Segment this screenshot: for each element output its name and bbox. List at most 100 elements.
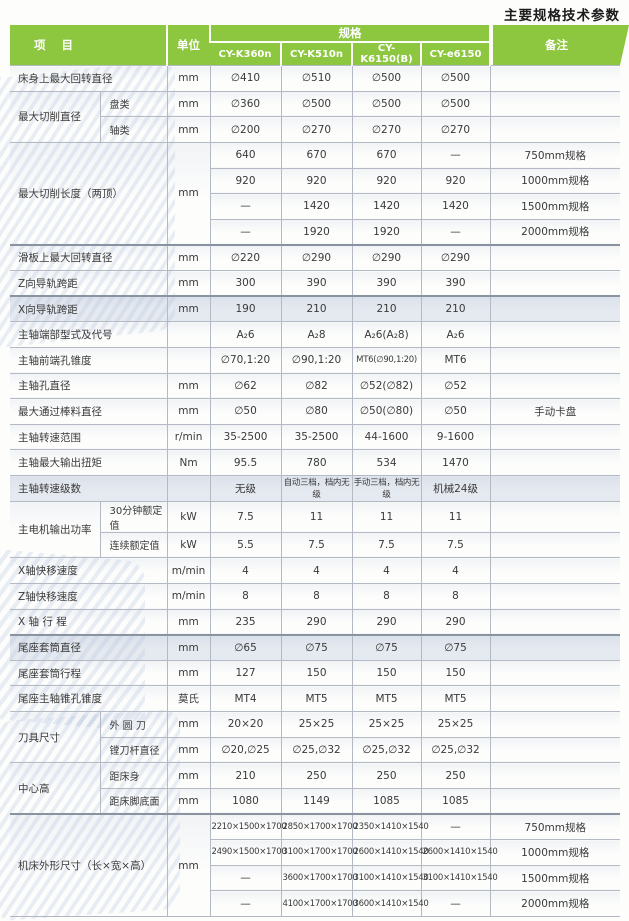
table-row: X轴快移速度 m/min 4 4 4 4 [10, 557, 621, 584]
value-cell: — [209, 193, 282, 220]
value-cell: 4 [351, 557, 422, 584]
value-cell: 2850×1700×1700 [280, 813, 358, 840]
remark-cell: 2000mm规格 [489, 218, 621, 245]
row-label-cell: 中心高 [10, 762, 100, 814]
unit-cell: mm [166, 90, 211, 117]
value-cell: 4 [209, 557, 282, 584]
value-cell: A₂6(A₂8) [351, 321, 422, 348]
row-label-cell: 主轴端部型式及代号 [10, 321, 168, 348]
value-cell: 1085 [351, 787, 422, 814]
value-cell: 920 [351, 167, 422, 194]
spec-table-body: 床身上最大回转直径 mm ∅410 ∅510 ∅500 ∅500 最大切削直径 盘类 mm ∅36… [10, 65, 621, 917]
header-spec: 规格 [209, 25, 491, 42]
row-label-cell: 主轴前端孔锥度 [10, 346, 168, 373]
table-row: 尾座套筒行程 mm 127 150 150 150 [10, 659, 621, 686]
unit-cell: mm [166, 116, 211, 143]
value-cell: 1420 [420, 193, 491, 220]
table-row: X 轴 行 程 mm 235 290 290 290 [10, 608, 621, 635]
value-cell: ∅500 [420, 65, 491, 92]
remark-cell [489, 475, 621, 502]
remark-cell: 1000mm规格 [489, 167, 621, 194]
table-row: 920 920 920 920 1000mm规格 [10, 167, 621, 194]
header-model-2: CY-K510n [280, 41, 353, 66]
value-cell: 150 [420, 659, 491, 686]
value-cell: 1080 [209, 787, 282, 814]
value-cell: A₂6 [209, 321, 282, 348]
value-cell: 290 [280, 608, 353, 635]
value-cell: ∅62 [209, 372, 282, 399]
table-row: 主轴转速级数 无级 自动三档，档内无级 手动三档，档内无级 机械24级 [10, 475, 621, 502]
remark-cell [489, 270, 621, 297]
value-cell: ∅25,∅32 [351, 736, 422, 763]
value-cell: 920 [280, 167, 353, 194]
value-cell: ∅52(∅82) [351, 372, 422, 399]
value-cell: MT6(∅90,1:20) [351, 346, 422, 373]
row-sublabel-cell: 30分钟额定值 [99, 500, 168, 533]
remark-cell [489, 608, 621, 635]
value-cell: ∅500 [351, 90, 422, 117]
table-row: —1420 1420 1420 1500mm规格 [10, 193, 621, 220]
table-row: X向导轨跨距 mm 190 210 210 210 [10, 295, 621, 322]
spec-table-header: 项 目 单位 规格 备注 CY-K360n CY-K510n CY-K6150(… [10, 25, 620, 66]
value-cell: 8 [420, 582, 491, 609]
value-cell: — [420, 141, 491, 168]
unit-cell: mm [166, 762, 211, 789]
table-row: 刀具尺寸外 圆 刀 mm 20×20 25×25 25×25 25×25 [10, 710, 621, 763]
unit-cell: mm [166, 787, 211, 814]
value-cell: 670 [280, 141, 353, 168]
value-cell: — [209, 218, 282, 245]
value-cell: 4 [280, 557, 353, 584]
remark-cell [489, 90, 621, 117]
unit-cell: mm [166, 711, 211, 738]
row-sublabel-cell: 外 圆 刀 [99, 711, 168, 738]
value-cell: 250 [420, 762, 491, 789]
value-cell: 3600×1410×1540 [351, 890, 429, 917]
value-cell: ∅360 [209, 90, 282, 117]
value-cell: ∅270 [351, 116, 422, 143]
table-row: 机床外形尺寸（长×宽×高） mm 2210×1500×1700 2850×1700×1… [10, 813, 621, 917]
remark-cell [489, 423, 621, 450]
table-row: 主电机输出功率 30分钟额定值 kW 7.5 11 11 11 [10, 500, 621, 558]
remark-cell [489, 243, 621, 271]
value-cell: 7.5 [351, 531, 422, 558]
row-label-cell: 尾座套筒直径 [10, 633, 168, 661]
remark-cell [489, 321, 621, 348]
table-row: 尾座主轴锥孔锥度 莫氏 MT4 MT5 MT5 MT5 [10, 685, 621, 712]
row-label-cell: X向导轨跨距 [10, 295, 168, 322]
row-label-cell: X 轴 行 程 [10, 608, 168, 635]
row-label-cell: X轴快移速度 [10, 557, 168, 584]
row-sublabel-cell: 盘类 [99, 90, 168, 117]
value-cell: ∅82 [280, 372, 353, 399]
value-cell: ∅80 [280, 398, 353, 425]
table-row: Z轴快移速度 m/min 8 8 8 8 [10, 582, 621, 609]
unit-cell: Nm [166, 449, 211, 476]
value-cell: 1470 [420, 449, 491, 476]
value-cell: ∅500 [280, 90, 353, 117]
value-cell: 1085 [420, 787, 491, 814]
value-cell: 1149 [280, 787, 353, 814]
value-cell: 920 [209, 167, 282, 194]
value-cell: MT6 [420, 346, 491, 373]
value-cell: ∅500 [420, 90, 491, 117]
value-cell: MT4 [209, 685, 282, 712]
unit-cell: mm [166, 65, 211, 92]
value-cell: 390 [420, 270, 491, 297]
row-label-cell: 最大通过棒料直径 [10, 398, 168, 425]
table-row: 主轴端部型式及代号 A₂6 A₂8 A₂6(A₂8) A₂6 [10, 321, 621, 348]
value-cell: 35-2500 [209, 423, 282, 450]
unit-cell: mm [166, 372, 211, 399]
value-cell: 2600×1410×1540 [351, 839, 429, 866]
value-cell: 150 [280, 659, 353, 686]
table-row: 中心高 距床身 mm 210 250 250 250 [10, 762, 621, 814]
unit-cell: mm [166, 141, 211, 245]
value-cell: 7.5 [280, 531, 353, 558]
unit-cell: m/min [166, 557, 211, 584]
header-model-3: CY-K6150(B) [351, 41, 422, 66]
unit-cell: mm [166, 659, 211, 686]
value-cell: ∅75 [351, 633, 422, 661]
table-row: Z向导轨跨距 mm 300 390 390 390 [10, 270, 621, 297]
table-row: 尾座套筒直径 mm ∅65 ∅75 ∅75 ∅75 [10, 633, 621, 661]
value-cell: 11 [280, 500, 353, 533]
row-label-cell: 尾座套筒行程 [10, 659, 168, 686]
remark-cell [489, 116, 621, 143]
